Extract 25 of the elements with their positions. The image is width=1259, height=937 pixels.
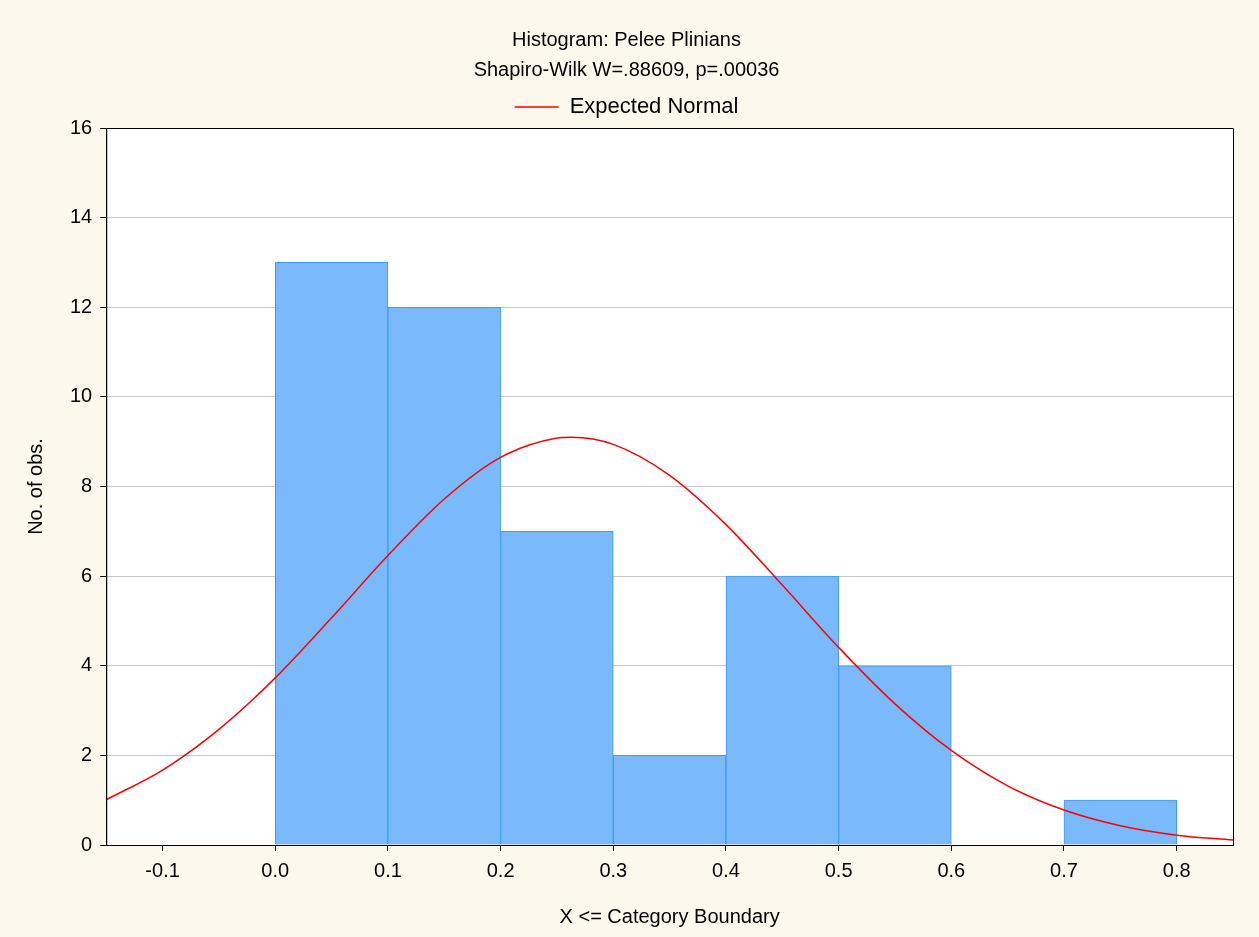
- y-tick-label: 0: [81, 832, 93, 855]
- y-tick-label: 12: [70, 294, 93, 317]
- x-tick-label: 0.7: [1050, 858, 1078, 881]
- x-tick-label: 0.6: [937, 858, 966, 881]
- y-tick-label: 2: [81, 742, 93, 765]
- line-series: [106, 436, 1233, 841]
- y-tick-label: 16: [70, 115, 93, 138]
- x-tick-label: 0.1: [374, 858, 402, 881]
- y-axis-title: No. of obs.: [23, 438, 46, 535]
- x-tick-label: 0.8: [1162, 858, 1191, 881]
- x-tick-label: 0.3: [599, 858, 628, 881]
- x-tick-label: 0.0: [261, 858, 290, 881]
- x-tick-label: 0.4: [712, 858, 740, 881]
- y-tick-label: 14: [70, 205, 93, 228]
- y-tick-label: 10: [70, 384, 93, 407]
- y-tick-label: 8: [81, 474, 93, 497]
- legend-label: Expected Normal: [569, 93, 739, 119]
- chart-title: Histogram: Pelee Plinians: [512, 27, 741, 50]
- x-tick-label: 0.5: [824, 858, 853, 881]
- chart-subtitle: Shapiro-Wilk W=.88609, p=.00036: [473, 57, 780, 80]
- x-tick-label: -0.1: [145, 858, 180, 881]
- x-tick-label: 0.2: [486, 858, 515, 881]
- x-axis-title: X <= Category Boundary: [559, 904, 780, 927]
- y-tick-label: 4: [81, 653, 93, 676]
- y-tick-label: 6: [81, 563, 93, 586]
